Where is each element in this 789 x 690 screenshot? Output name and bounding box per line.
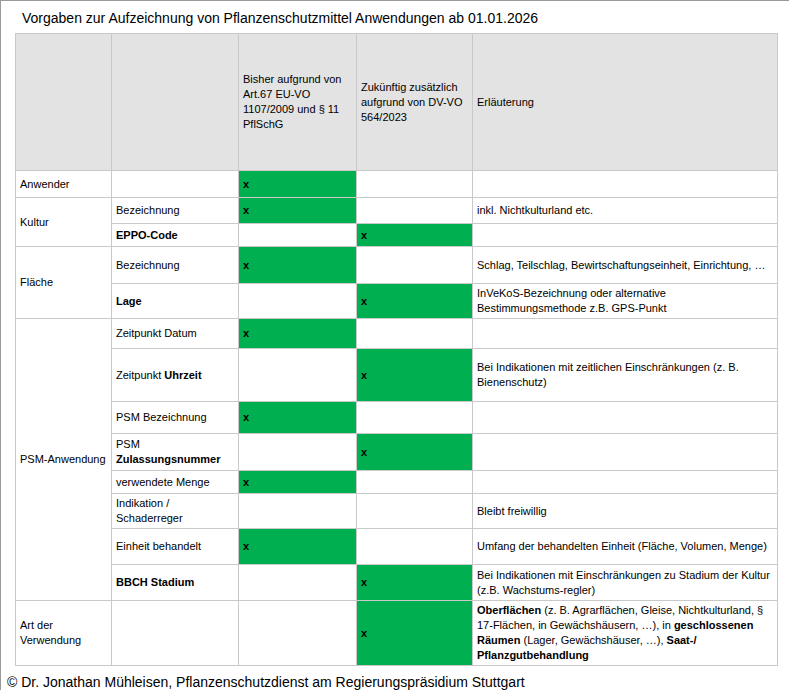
header-row: Bisher aufgrund von Art.67 EU-VO 1107/20… (16, 34, 778, 171)
erlaeuterung-cell: Bei Indikationen mit zeitlichen Einschrä… (473, 349, 778, 402)
header-cell-bisher: Bisher aufgrund von Art.67 EU-VO 1107/20… (239, 34, 357, 171)
item-cell: PSM Zulassungsnummer (112, 434, 239, 471)
bisher-cell (239, 349, 357, 402)
erlaeuterung-cell (473, 319, 778, 349)
zukuenftig-cell (357, 247, 473, 284)
erlaeuterung-cell: Bleibt freiwillig (473, 494, 778, 529)
table-row: BBCH Stadium x Bei Indikationen mit Einsch… (16, 565, 778, 601)
bisher-cell: x (239, 171, 357, 198)
item-cell: BBCH Stadium (112, 565, 239, 601)
check-mark: x (361, 295, 367, 307)
table-row: Anwender x (16, 171, 778, 198)
item-cell: EPPO-Code (112, 224, 239, 247)
item-cell: Bezeichnung (112, 198, 239, 224)
check-mark: x (361, 229, 367, 241)
erlaeuterung-cell: inkl. Nichtkulturland etc. (473, 198, 778, 224)
zukuenftig-cell: x (357, 349, 473, 402)
zukuenftig-cell: x (357, 434, 473, 471)
zukuenftig-cell (357, 529, 473, 565)
footer-credit: © Dr. Jonathan Mühleisen, Pflanzenschutz… (7, 673, 789, 690)
bisher-cell (239, 224, 357, 247)
zukuenftig-cell: x (357, 224, 473, 247)
erlaeuterung-cell (473, 402, 778, 434)
item-cell: Bezeichnung (112, 247, 239, 284)
category-cell: PSM-Anwendung (16, 319, 112, 601)
requirements-table: Bisher aufgrund von Art.67 EU-VO 1107/20… (15, 33, 778, 666)
category-cell: Kultur (16, 198, 112, 247)
item-cell: Einheit behandelt (112, 529, 239, 565)
item-cell: Lage (112, 284, 239, 319)
check-mark: x (243, 540, 249, 552)
table-row: Lage x InVeKoS-Bezeichnung oder alternativ… (16, 284, 778, 319)
item-cell (112, 601, 239, 666)
check-mark: x (243, 178, 249, 190)
table-row: verwendete Menge x (16, 471, 778, 494)
bisher-cell (239, 565, 357, 601)
zukuenftig-cell (357, 494, 473, 529)
item-cell: Zeitpunkt Datum (112, 319, 239, 349)
item-cell: verwendete Menge (112, 471, 239, 494)
erlaeuterung-cell: Umfang der behandelten Einheit (Fläche, … (473, 529, 778, 565)
bisher-cell: x (239, 247, 357, 284)
header-cell-item (112, 34, 239, 171)
erlaeuterung-cell: Schlag, Teilschlag, Bewirtschaftungseinh… (473, 247, 778, 284)
check-mark: x (243, 204, 249, 216)
erlaeuterung-cell (473, 471, 778, 494)
check-mark: x (361, 446, 367, 458)
erlaeuterung-cell (473, 171, 778, 198)
bisher-cell (239, 434, 357, 471)
bisher-cell: x (239, 529, 357, 565)
bisher-cell: x (239, 198, 357, 224)
table-row: PSM-AnwendungZeitpunkt Datumx (16, 319, 778, 349)
check-mark: x (361, 369, 367, 381)
zukuenftig-cell (357, 402, 473, 434)
table-row: Zeitpunkt Uhrzeit x Bei Indikationen mit z… (16, 349, 778, 402)
category-cell: Fläche (16, 247, 112, 319)
table-row: Einheit behandelt x Umfang der behandelten… (16, 529, 778, 565)
check-mark: x (243, 259, 249, 271)
category-cell: Art der Verwendung (16, 601, 112, 666)
erlaeuterung-cell: InVeKoS-Bezeichnung oder alternative Bes… (473, 284, 778, 319)
bisher-cell: x (239, 471, 357, 494)
table-row: EPPO-Code x (16, 224, 778, 247)
zukuenftig-cell: x (357, 565, 473, 601)
category-cell: Anwender (16, 171, 112, 198)
header-cell-erlaeuterung: Erläuterung (473, 34, 778, 171)
zukuenftig-cell (357, 319, 473, 349)
zukuenftig-cell (357, 171, 473, 198)
bisher-cell (239, 601, 357, 666)
erlaeuterung-cell (473, 434, 778, 471)
table-row: Art der Verwendung x Oberflächen (z. B. Ag… (16, 601, 778, 666)
check-mark: x (243, 476, 249, 488)
bisher-cell: x (239, 319, 357, 349)
zukuenftig-cell (357, 198, 473, 224)
item-cell: PSM Bezeichnung (112, 402, 239, 434)
erlaeuterung-cell: Bei Indikationen mit Einschränkungen zu … (473, 565, 778, 601)
bisher-cell (239, 494, 357, 529)
bisher-cell: x (239, 402, 357, 434)
erlaeuterung-cell (473, 224, 778, 247)
check-mark: x (361, 627, 367, 639)
page-title: Vorgaben zur Aufzeichnung von Pflanzensc… (22, 9, 789, 27)
bisher-cell (239, 284, 357, 319)
check-mark: x (361, 576, 367, 588)
zukuenftig-cell (357, 471, 473, 494)
item-cell: Zeitpunkt Uhrzeit (112, 349, 239, 402)
check-mark: x (243, 327, 249, 339)
table-row: PSM Bezeichnung x (16, 402, 778, 434)
header-cell-zukuenftig: Zukünftig zusätzlich aufgrund von DV-VO … (357, 34, 473, 171)
table-row: PSM Zulassungsnummer x (16, 434, 778, 471)
check-mark: x (243, 411, 249, 423)
table-row: FlächeBezeichnungxSchlag, Teilschlag, Be… (16, 247, 778, 284)
zukuenftig-cell: x (357, 284, 473, 319)
item-cell (112, 171, 239, 198)
zukuenftig-cell: x (357, 601, 473, 666)
item-cell: Indikation / Schaderreger (112, 494, 239, 529)
erlaeuterung-cell: Oberflächen (z. B. Agrarflächen, Gleise,… (473, 601, 778, 666)
table-row: KulturBezeichnungxinkl. Nichtkulturland … (16, 198, 778, 224)
header-cell-category (16, 34, 112, 171)
table-row: Indikation / Schaderreger Bleibt freiwill… (16, 494, 778, 529)
